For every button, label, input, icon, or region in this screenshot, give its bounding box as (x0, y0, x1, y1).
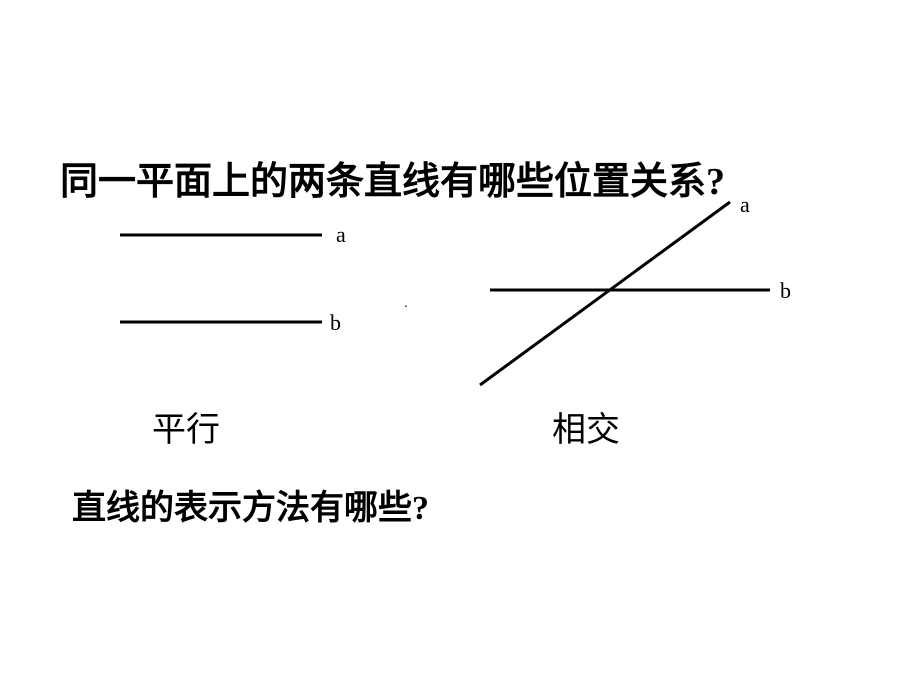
intersect-caption: 相交 (552, 402, 620, 451)
parallel-a-label: a (336, 222, 346, 248)
center-dot: . (404, 294, 408, 310)
diagram-svg (0, 0, 920, 690)
intersect-b-label: b (780, 278, 791, 304)
parallel-b-label: b (330, 310, 341, 336)
parallel-caption: 平行 (152, 402, 220, 451)
slide-canvas: 同一平面上的两条直线有哪些位置关系? a b a b 平行 相交 . 直线的表示… (0, 0, 920, 690)
intersect-line-a (480, 202, 730, 385)
intersect-a-label: a (740, 192, 750, 218)
sub-question: 直线的表示方法有哪些? (72, 480, 429, 529)
